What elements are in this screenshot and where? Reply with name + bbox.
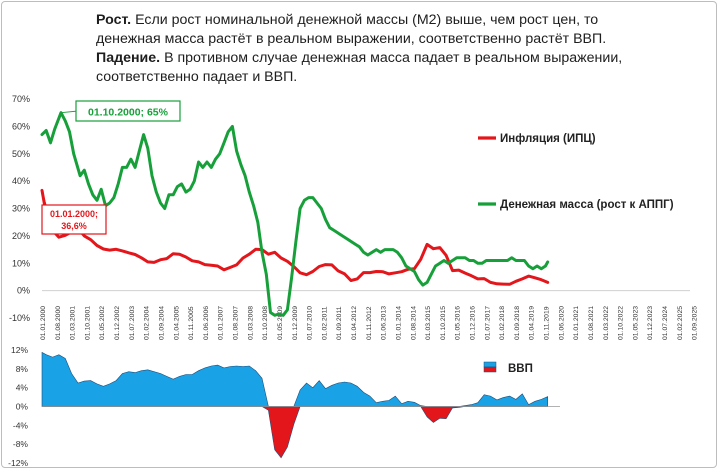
x-tick-label: 01.01.2007 xyxy=(218,306,225,340)
x-tick-label: 01.10.2001 xyxy=(84,306,91,340)
x-tick-label: 01.04.2019 xyxy=(529,306,536,340)
annotation-inflation-date: 01.01.2000; xyxy=(50,209,98,219)
gdp-y-tick-label: -12% xyxy=(8,458,28,468)
gdp-y-tick-label: 0% xyxy=(16,402,29,412)
x-tick-label: 01.11.2012 xyxy=(366,306,373,340)
y-tick-label: 30% xyxy=(12,204,30,214)
x-tick-label: 01.11.2019 xyxy=(544,306,551,340)
money-supply-line xyxy=(40,111,550,317)
headline-text: Рост. Если рост номинальной денежной мас… xyxy=(96,11,656,87)
legend-label-money-supply: Денежная масса (рост к АППГ) xyxy=(500,199,674,211)
x-tick-label: 01.07.2017 xyxy=(484,306,491,340)
x-tick-label: 01.06.2013 xyxy=(381,306,388,340)
gdp-legend-swatch-positive xyxy=(483,361,497,368)
annotation-inflation-value: 36,6% xyxy=(61,221,87,231)
headline-decline-term: Падение. xyxy=(96,50,161,66)
gdp-positive-area xyxy=(41,351,548,407)
x-tick-label: 01.06.2006 xyxy=(203,306,210,340)
headline-growth-text: Если рост номинальной денежной массы (М2… xyxy=(96,12,607,47)
y-tick-label: 60% xyxy=(12,121,30,131)
x-tick-label: 01.10.2022 xyxy=(618,306,625,340)
inflation-line xyxy=(40,188,550,286)
x-tick-label: 01.07.2010 xyxy=(307,306,314,340)
x-tick-label: 01.06.2020 xyxy=(558,306,565,340)
annotation-leader-money xyxy=(60,110,79,114)
x-tick-label: 01.05.2016 xyxy=(455,306,462,340)
x-tick-label: 01.07.2024 xyxy=(662,306,669,340)
y-tick-label: 20% xyxy=(12,231,30,241)
y-tick-label: 70% xyxy=(12,94,30,104)
gdp-y-tick-label: 4% xyxy=(16,383,29,393)
x-tick-label: 01.03.2015 xyxy=(425,306,432,340)
x-tick-label: 01.11.2005 xyxy=(188,306,195,340)
x-tick-label: 01.01.2021 xyxy=(573,306,580,340)
gdp-negative-area xyxy=(42,406,548,459)
x-tick-label: 01.09.2025 xyxy=(692,306,699,340)
x-tick-label: 01.04.2012 xyxy=(351,306,358,340)
gdp-y-tick-label: -4% xyxy=(13,420,29,430)
x-tick-label: 01.03.2008 xyxy=(247,306,254,340)
x-tick-label: 01.09.2011 xyxy=(336,306,343,340)
x-tick-label: 01.10.2015 xyxy=(440,306,447,340)
x-tick-label: 01.12.2002 xyxy=(114,306,121,340)
x-tick-label: 01.02.2004 xyxy=(144,306,151,340)
headline-decline-text: В противном случае денежная масса падает… xyxy=(96,50,623,85)
x-tick-label: 01.01.2014 xyxy=(395,306,402,340)
gdp-y-tick-label: -8% xyxy=(13,439,29,449)
annotation-leader-inflation xyxy=(41,190,47,206)
y-tick-label: 50% xyxy=(12,149,30,159)
x-tick-label: 01.04.2005 xyxy=(173,306,180,340)
x-tick-label: 01.08.2021 xyxy=(588,306,595,340)
x-tick-label: 01.10.2008 xyxy=(262,306,269,340)
gdp-y-tick-label: 8% xyxy=(16,364,29,374)
x-tick-label: 01.12.2023 xyxy=(647,306,654,340)
x-tick-label: 01.02.2025 xyxy=(677,306,684,340)
x-tick-label: 01.08.2007 xyxy=(233,306,240,340)
x-tick-label: 01.05.2023 xyxy=(632,306,639,340)
y-tick-label: 10% xyxy=(12,258,30,268)
x-tick-label: 01.03.2001 xyxy=(70,306,77,340)
x-tick-label: 01.09.2018 xyxy=(514,306,521,340)
annotation-box-inflation xyxy=(41,204,107,235)
gdp-legend-label: ВВП xyxy=(508,363,533,375)
x-tick-label: 01.08.2000 xyxy=(55,306,62,340)
x-tick-label: 01.03.2022 xyxy=(603,306,610,340)
x-tick-label: 01.08.2014 xyxy=(410,306,417,340)
annotation-money-peak: 01.10.2000; 65% xyxy=(88,107,169,119)
x-tick-label: 01.09.2004 xyxy=(158,306,165,340)
y-tick-label: 40% xyxy=(12,176,30,186)
x-tick-label: 01.12.2009 xyxy=(292,306,299,340)
headline-growth-term: Рост. xyxy=(96,12,132,28)
legend-label-inflation: Инфляция (ИПЦ) xyxy=(500,133,596,145)
x-tick-label: 01.05.2002 xyxy=(99,306,106,340)
x-tick-label: 01.12.2016 xyxy=(469,306,476,340)
x-tick-label: 01.07.2003 xyxy=(129,306,136,340)
x-tick-label: 01.02.2018 xyxy=(499,306,506,340)
x-tick-label: 01.01.2000 xyxy=(40,306,47,340)
gdp-legend-swatch-negative xyxy=(483,366,497,373)
annotation-box-money xyxy=(75,100,181,122)
y-tick-label: 0% xyxy=(17,286,30,296)
x-tick-label: 01.02.2011 xyxy=(321,306,328,340)
gdp-y-tick-label: 12% xyxy=(11,345,28,355)
y-tick-label: -10% xyxy=(9,313,30,323)
x-tick-label: 01.05.2009 xyxy=(277,306,284,340)
